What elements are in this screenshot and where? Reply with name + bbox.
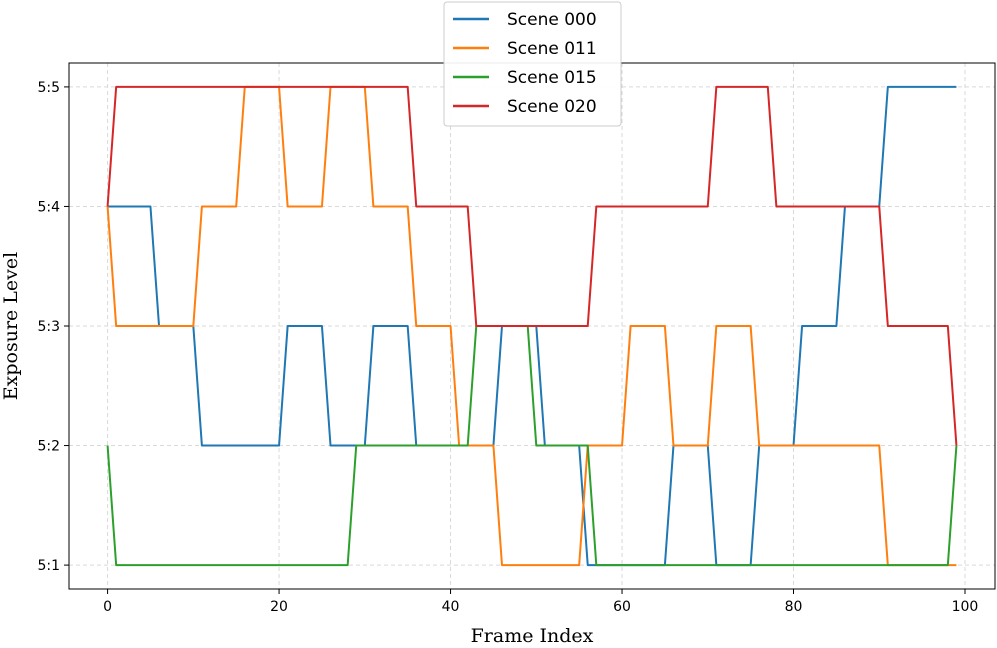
x-tick-label: 60: [613, 599, 631, 615]
y-tick-label: 5:2: [37, 439, 60, 455]
x-tick-label: 80: [785, 599, 803, 615]
y-tick-label: 5:4: [37, 199, 60, 215]
x-tick-label: 20: [270, 599, 288, 615]
x-tick-label: 100: [952, 599, 979, 615]
series-line-scene-000: [107, 85, 957, 567]
x-tick-label: 40: [442, 599, 460, 615]
legend-label: Scene 015: [507, 68, 597, 88]
series-lines: [106, 85, 958, 567]
y-axis-title: Exposure Level: [0, 252, 22, 400]
y-tick-label: 5:3: [37, 319, 60, 335]
legend-label: Scene 000: [507, 10, 597, 30]
legend-label: Scene 020: [507, 97, 597, 117]
x-axis: 0 20 40 60 80 100: [103, 589, 978, 615]
x-tick-label: 0: [103, 599, 112, 615]
legend-box: [443, 1, 622, 127]
legend-label: Scene 011: [507, 39, 597, 59]
y-axis: 5:1 5:2 5:3 5:4 5:5: [37, 80, 69, 574]
y-tick-label: 5:1: [37, 558, 60, 574]
series-line-scene-020: [106, 85, 958, 446]
y-tick-label: 5:5: [37, 80, 60, 96]
legend: Scene 000 Scene 011 Scene 015 Scene 020: [443, 1, 622, 127]
x-axis-title: Frame Index: [471, 625, 594, 647]
